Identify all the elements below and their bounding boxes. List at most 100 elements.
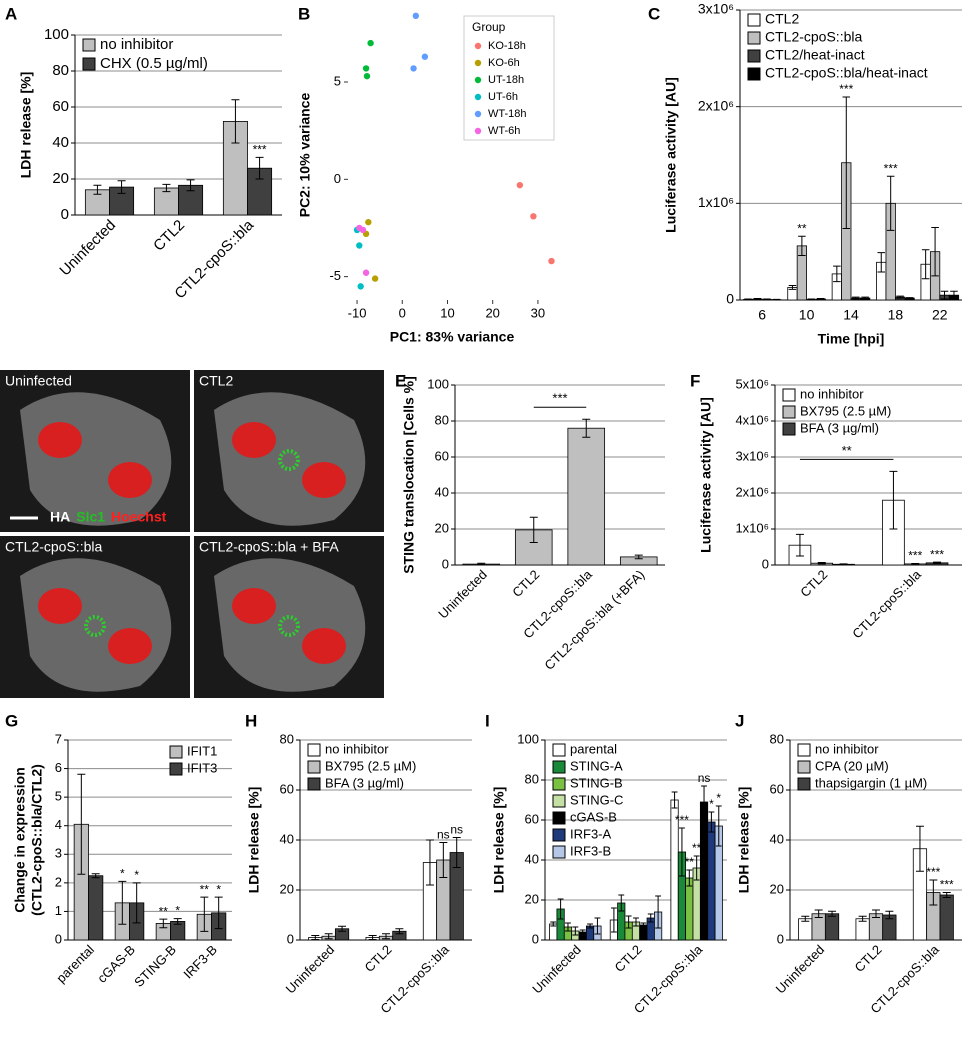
y-tick-label: 40	[525, 851, 539, 866]
error-bar	[701, 785, 707, 819]
point	[516, 181, 524, 189]
y-tick-label: -5	[329, 268, 341, 283]
x-tick-label: Uninfected	[773, 942, 828, 997]
bar	[685, 877, 694, 941]
x-tick-label: 6	[758, 307, 766, 323]
y-tick-label: 20	[435, 520, 449, 535]
image-label: Uninfected	[5, 373, 72, 389]
point	[362, 65, 370, 72]
panel-letter: G	[5, 711, 18, 730]
bar	[699, 801, 709, 941]
error-bar	[618, 894, 625, 912]
legend-label: CTL2-cpoS::bla/heat-inact	[765, 65, 928, 81]
y-tick-label: 0	[334, 171, 341, 186]
legend-label: CTL2-cpoS::bla	[765, 29, 862, 45]
error-bar	[633, 917, 639, 927]
legend-swatch	[307, 777, 321, 791]
legend-label: no inhibitor	[100, 36, 173, 53]
x-axis-label: PC1: 83% variance	[390, 329, 515, 345]
x-tick-label: parental	[53, 942, 97, 986]
y-tick-label: 7	[55, 731, 62, 746]
bracket-label: **	[842, 443, 852, 458]
legend-swatch	[797, 777, 811, 791]
nucleus	[232, 588, 276, 624]
x-tick-label: CTL2-cpoS::bla (+BFA)	[541, 567, 647, 673]
y-tick-label: 1x10⁶	[698, 194, 734, 210]
legend-swatch	[307, 760, 321, 774]
error-bar	[255, 156, 264, 180]
y-tick-label: 20	[525, 891, 539, 906]
error-bar	[582, 418, 591, 438]
error-bar	[798, 235, 806, 257]
error-bar	[91, 873, 100, 879]
bar	[798, 918, 813, 941]
x-tick-label: Uninfected	[529, 942, 584, 997]
legend-swatch	[782, 422, 796, 436]
stain-label: Hoechst	[111, 509, 167, 525]
legend-swatch	[797, 743, 811, 757]
y-tick-label: 1	[55, 903, 62, 918]
error-bar	[382, 933, 390, 940]
bar	[707, 821, 716, 941]
inclusion	[278, 449, 300, 471]
error-bar	[807, 298, 816, 301]
error-bar	[861, 296, 869, 300]
legend-label: IFIT3	[187, 760, 217, 775]
legend-label: BFA (3 µg/ml)	[800, 420, 879, 435]
error-bar	[200, 896, 209, 932]
annotation: **	[200, 882, 210, 896]
error-bar	[118, 880, 127, 925]
error-bar	[921, 249, 930, 280]
annotation: **	[685, 855, 695, 869]
nucleus	[38, 422, 82, 458]
error-bar	[647, 913, 654, 923]
error-bar	[579, 929, 586, 935]
legend-swatch	[747, 31, 761, 45]
y-tick-label: 60	[525, 811, 539, 826]
annotation: *	[716, 791, 721, 805]
x-tick-label: 18	[888, 307, 904, 323]
point	[410, 65, 417, 72]
image-label: CTL2	[199, 373, 233, 389]
error-bar	[889, 470, 898, 530]
error-bar	[117, 180, 126, 194]
error-bar	[173, 918, 182, 925]
x-tick-label: CTL2	[797, 567, 830, 600]
panel-letter: C	[648, 4, 660, 23]
x-tick-label: CTL2	[509, 567, 542, 600]
point	[421, 53, 429, 60]
error-bar	[231, 99, 240, 144]
y-tick-label: 2x10⁶	[698, 97, 734, 113]
legend-swatch	[552, 811, 566, 825]
annotation: **	[159, 904, 169, 918]
point	[359, 226, 367, 234]
y-axis-label: PC2: 10% variance	[297, 93, 313, 218]
error-bar	[940, 290, 949, 300]
inclusion	[84, 615, 106, 637]
error-bar	[772, 298, 781, 301]
y-tick-label: 20	[770, 881, 784, 896]
x-tick-label: -10	[348, 305, 367, 320]
legend-swatch	[474, 93, 482, 101]
point	[530, 213, 537, 220]
annotation: **	[692, 841, 702, 855]
y-tick-label: 0	[726, 291, 734, 307]
panel-letter: A	[5, 4, 17, 23]
legend-label: BX795 (2.5 µM)	[800, 403, 891, 418]
x-tick-label: CTL2	[150, 217, 188, 255]
error-bar	[594, 917, 601, 935]
error-bar	[851, 296, 860, 300]
error-bar	[942, 892, 951, 898]
point	[363, 72, 371, 80]
legend-swatch	[782, 388, 796, 402]
y-axis-label: Change in expression	[12, 767, 28, 912]
legend-label: KO-6h	[488, 57, 520, 69]
error-bar	[311, 935, 320, 940]
legend-label: CTL2/heat-inact	[765, 47, 865, 63]
legend-swatch	[552, 828, 566, 842]
error-bar	[425, 839, 434, 886]
legend-swatch	[747, 67, 761, 81]
bar	[567, 427, 606, 566]
error-bar	[186, 179, 195, 192]
legend-label: STING-B	[570, 775, 623, 790]
